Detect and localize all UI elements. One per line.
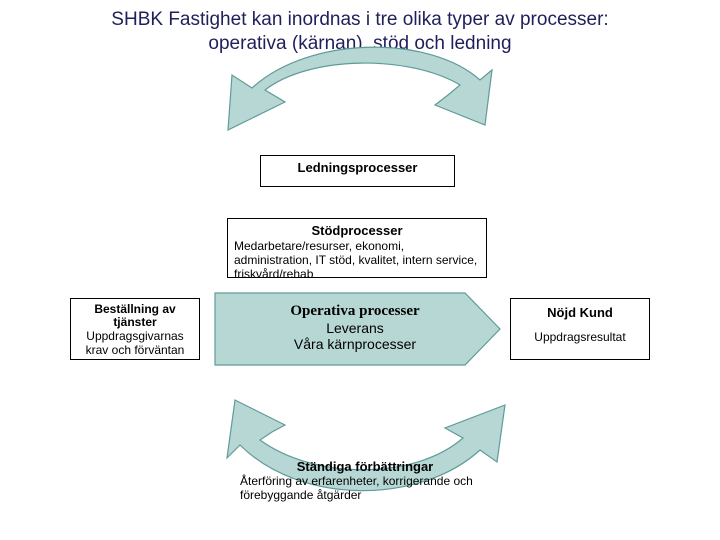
bestallning-body: Uppdragsgivarnas krav och förväntan <box>77 329 193 357</box>
stod-box: Stödprocesser Medarbetare/resurser, ekon… <box>227 218 487 278</box>
operativa-l2: Leverans <box>230 320 480 336</box>
bestallning-box: Beställning av tjänster Uppdragsgivarnas… <box>70 298 200 360</box>
stod-heading: Stödprocesser <box>234 223 480 238</box>
forbattring-block: Ständiga förbättringar Återföring av erf… <box>240 459 490 502</box>
operativa-label: Operativa processer Leverans Våra kärnpr… <box>230 303 480 352</box>
nojd-box: Nöjd Kund Uppdragsresultat <box>510 298 650 360</box>
ledning-heading: Ledningsprocesser <box>267 160 448 175</box>
operativa-l3: Våra kärnprocesser <box>230 336 480 352</box>
top-curve-arrow <box>210 60 510 170</box>
forbattring-body: Återföring av erfarenheter, korrigerande… <box>240 474 490 502</box>
bestallning-heading: Beställning av tjänster <box>77 303 193 329</box>
operativa-l1: Operativa processer <box>230 303 480 320</box>
nojd-body: Uppdragsresultat <box>517 330 643 344</box>
top-curve-arrow-path <box>228 47 492 130</box>
ledning-box: Ledningsprocesser <box>260 155 455 187</box>
stod-body: Medarbetare/resurser, ekonomi, administr… <box>234 239 480 281</box>
diagram-stage: SHBK Fastighet kan inordnas i tre olika … <box>0 0 720 540</box>
title-line1: SHBK Fastighet kan inordnas i tre olika … <box>111 9 608 30</box>
forbattring-heading: Ständiga förbättringar <box>240 459 490 474</box>
nojd-heading: Nöjd Kund <box>517 305 643 320</box>
